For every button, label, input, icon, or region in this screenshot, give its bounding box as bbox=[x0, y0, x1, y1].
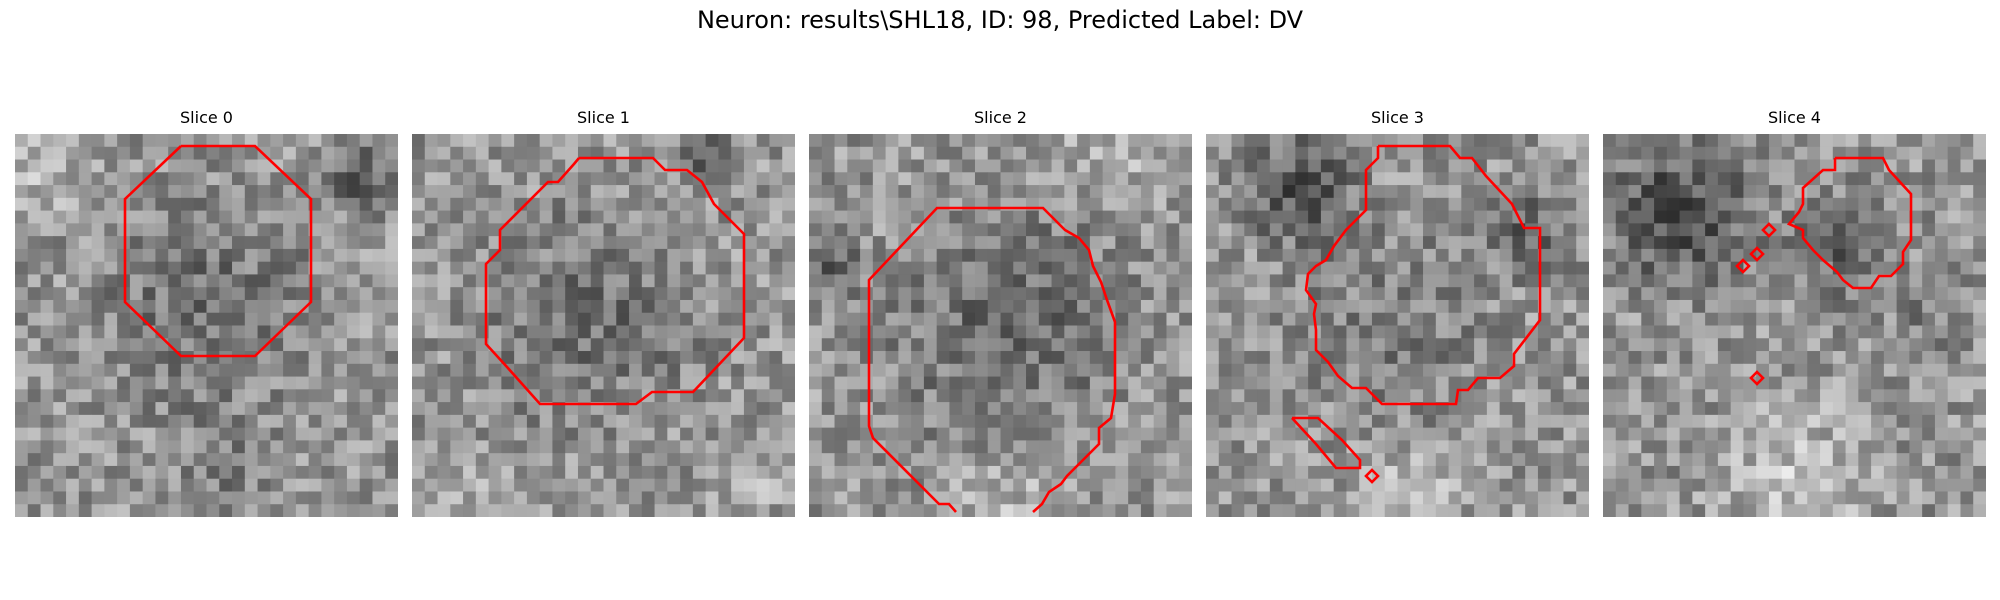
slice-image-3 bbox=[1206, 134, 1589, 517]
slice-title-4: Slice 4 bbox=[1768, 108, 1821, 127]
slice-title-0: Slice 0 bbox=[180, 108, 233, 127]
slice-image-1 bbox=[412, 134, 795, 517]
contour-4-main bbox=[1786, 156, 1913, 290]
slice-title-1: Slice 1 bbox=[577, 108, 630, 127]
slice-image-4 bbox=[1603, 134, 1986, 517]
contour-4-dot-c bbox=[1735, 258, 1751, 274]
contour-1 bbox=[484, 156, 746, 406]
figure-title: Neuron: results\SHL18, ID: 98, Predicted… bbox=[696, 6, 1304, 34]
slice-image-0 bbox=[15, 134, 398, 517]
contour-3-small bbox=[1291, 416, 1362, 470]
slice-title-2: Slice 2 bbox=[974, 108, 1027, 127]
pixel-grid-1 bbox=[412, 134, 795, 517]
pixel-grid-2 bbox=[809, 134, 1192, 517]
pixel-grid-0 bbox=[15, 134, 398, 517]
contour-2 bbox=[867, 206, 1117, 513]
slice-image-2 bbox=[809, 134, 1192, 517]
contour-4-dot-a bbox=[1761, 222, 1777, 238]
contour-4-dot-b bbox=[1749, 246, 1765, 262]
slice-title-3: Slice 3 bbox=[1371, 108, 1424, 127]
contour-4-dot-d bbox=[1749, 370, 1765, 386]
contour-3-dot bbox=[1364, 468, 1380, 484]
contour-3-main bbox=[1304, 144, 1542, 406]
contour-0 bbox=[123, 144, 313, 358]
pixel-grid-3 bbox=[1206, 134, 1589, 517]
pixel-grid-4 bbox=[1603, 134, 1986, 517]
